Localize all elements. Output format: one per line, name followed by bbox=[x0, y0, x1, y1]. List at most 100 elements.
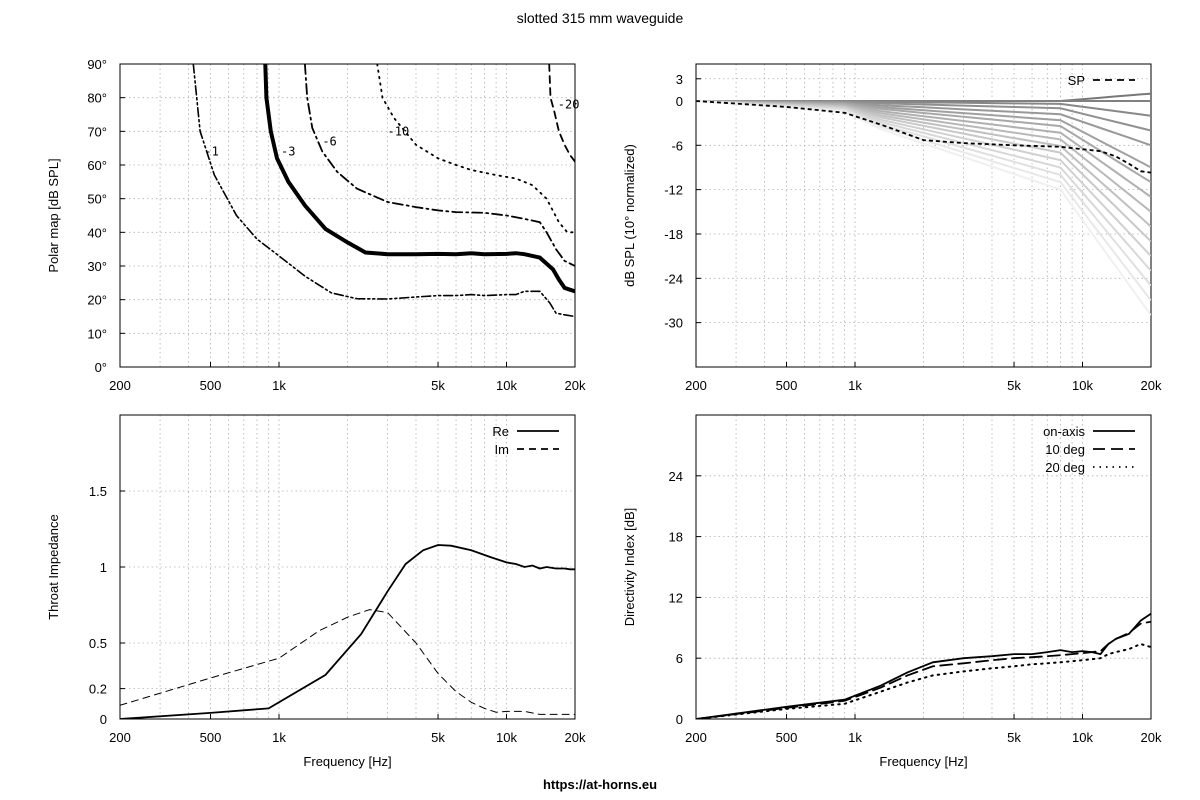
y-tick-label: 10° bbox=[87, 326, 107, 341]
contour-label: -6 bbox=[322, 134, 336, 148]
x-tick-label: 500 bbox=[200, 730, 222, 745]
plot-frame bbox=[695, 414, 1152, 720]
x-axis-label: Frequency [Hz] bbox=[303, 754, 391, 769]
x-tick-label: 5k bbox=[431, 378, 445, 393]
y-tick-label: 0 bbox=[676, 94, 683, 109]
x-tick-label: 200 bbox=[109, 730, 131, 745]
y-tick-label: 24 bbox=[669, 469, 683, 484]
y-tick-label: 50° bbox=[87, 192, 107, 207]
legend-label: on-axis bbox=[1043, 424, 1085, 439]
footer-url[interactable]: https://at-horns.eu bbox=[543, 777, 657, 792]
contour-label: -10 bbox=[388, 124, 410, 138]
y-tick-label: 90° bbox=[87, 57, 107, 72]
y-tick-label: 40° bbox=[87, 225, 107, 240]
y-tick-label: -12 bbox=[664, 183, 683, 198]
y-tick-label: 0 bbox=[100, 712, 107, 727]
tick-labels: 200 500 1k 5k 10k 20k 0 6 12 18 24 bbox=[669, 469, 1162, 745]
contour-label: -1 bbox=[204, 145, 218, 159]
series--1 bbox=[192, 64, 575, 318]
x-tick-label: 1k bbox=[272, 730, 286, 745]
x-tick-label: 10k bbox=[496, 730, 517, 745]
tick-labels: 200 500 1k 5k 10k 20k 0° 10° 20° 30° 40° 50° 60° 70° 8… bbox=[87, 57, 586, 393]
contour-label: -3 bbox=[281, 145, 295, 159]
x-tick-label: 10k bbox=[496, 378, 517, 393]
series-20-deg bbox=[696, 642, 1151, 719]
y-tick-label: 18 bbox=[669, 530, 683, 545]
plot-area bbox=[120, 544, 575, 719]
x-tick-label: 10k bbox=[1072, 730, 1093, 745]
legend-label: Im bbox=[495, 442, 509, 457]
spl-angle-curve bbox=[696, 92, 1151, 102]
y-tick-label: 80° bbox=[87, 91, 107, 106]
spl-angle-curve bbox=[696, 100, 1151, 257]
plot-area bbox=[696, 612, 1151, 719]
y-axis-label: Directivity Index [dB] bbox=[622, 508, 637, 627]
y-axis-label: dB SPL (10° normalized) bbox=[622, 144, 637, 287]
legend: on-axis 10 deg 20 deg bbox=[1043, 424, 1135, 475]
x-tick-label: 5k bbox=[431, 730, 445, 745]
polar-map-panel: 200 500 1k 5k 10k 20k 0° 10° 20° 30° 40° 50° 60° 70° 8… bbox=[46, 57, 586, 393]
y-tick-label: 70° bbox=[87, 124, 107, 139]
throat-impedance-panel: 200 500 1k 5k 10k 20k 0 0.2 0.5 1 1.5 Throat Impeda… bbox=[46, 414, 586, 769]
x-tick-label: 500 bbox=[200, 378, 222, 393]
x-tick-label: 200 bbox=[109, 378, 131, 393]
grid bbox=[120, 63, 575, 367]
spl-angle-curve bbox=[696, 100, 1151, 316]
y-tick-label: 0.2 bbox=[89, 682, 107, 697]
y-tick-label: 0 bbox=[676, 712, 683, 727]
x-axis-label: Frequency [Hz] bbox=[879, 754, 967, 769]
y-tick-label: 1.5 bbox=[89, 484, 107, 499]
x-tick-label: 200 bbox=[685, 730, 707, 745]
legend: Re Im bbox=[492, 424, 559, 457]
x-tick-label: 500 bbox=[776, 378, 798, 393]
series--20 bbox=[548, 64, 575, 163]
plot-area bbox=[696, 92, 1151, 316]
sp-curve bbox=[696, 100, 1151, 174]
plot-area bbox=[192, 64, 575, 318]
series--10 bbox=[376, 64, 575, 234]
y-tick-label: -6 bbox=[671, 138, 683, 153]
series-10-deg bbox=[696, 620, 1151, 719]
x-tick-label: 5k bbox=[1007, 378, 1021, 393]
y-tick-label: -18 bbox=[664, 227, 683, 242]
plot-frame bbox=[695, 63, 1152, 368]
legend-label: Re bbox=[492, 424, 509, 439]
y-tick-label: 20° bbox=[87, 293, 107, 308]
y-axis-label: Polar map [dB SPL] bbox=[46, 158, 61, 272]
y-tick-label: 3 bbox=[676, 72, 683, 87]
y-tick-label: 60° bbox=[87, 158, 107, 173]
y-tick-label: 30° bbox=[87, 259, 107, 274]
y-tick-label: 6 bbox=[676, 651, 683, 666]
x-tick-label: 20k bbox=[1141, 730, 1162, 745]
grid bbox=[120, 415, 575, 719]
series--3 bbox=[263, 64, 575, 294]
x-tick-label: 500 bbox=[776, 730, 798, 745]
y-tick-label: 0° bbox=[95, 360, 107, 375]
legend: SP bbox=[1068, 73, 1135, 88]
series-im bbox=[120, 609, 575, 715]
x-tick-label: 20k bbox=[565, 378, 586, 393]
y-tick-label: 1 bbox=[100, 560, 107, 575]
y-axis-label: Throat Impedance bbox=[46, 514, 61, 620]
plot-frame bbox=[119, 63, 576, 368]
x-tick-label: 10k bbox=[1072, 378, 1093, 393]
series-on-axis bbox=[696, 612, 1151, 719]
y-tick-label: 12 bbox=[669, 590, 683, 605]
directivity-index-panel: 200 500 1k 5k 10k 20k 0 6 12 18 24 Directivity Inde… bbox=[622, 414, 1162, 769]
legend-label: 10 deg bbox=[1045, 442, 1085, 457]
x-tick-label: 20k bbox=[565, 730, 586, 745]
y-tick-label: 0.5 bbox=[89, 636, 107, 651]
y-tick-label: -30 bbox=[664, 316, 683, 331]
x-tick-label: 20k bbox=[1141, 378, 1162, 393]
tick-labels: 200 500 1k 5k 10k 20k -30 -24 -18 -12 -6 0 3 bbox=[664, 72, 1162, 393]
x-tick-label: 1k bbox=[848, 730, 862, 745]
grid bbox=[696, 415, 1151, 719]
x-tick-label: 1k bbox=[272, 378, 286, 393]
series-re bbox=[120, 544, 575, 719]
contour-label: -20 bbox=[558, 97, 580, 111]
y-tick-label: -24 bbox=[664, 271, 683, 286]
x-tick-label: 200 bbox=[685, 378, 707, 393]
tick-labels: 200 500 1k 5k 10k 20k 0 0.2 0.5 1 1.5 bbox=[89, 484, 586, 745]
x-tick-label: 5k bbox=[1007, 730, 1021, 745]
